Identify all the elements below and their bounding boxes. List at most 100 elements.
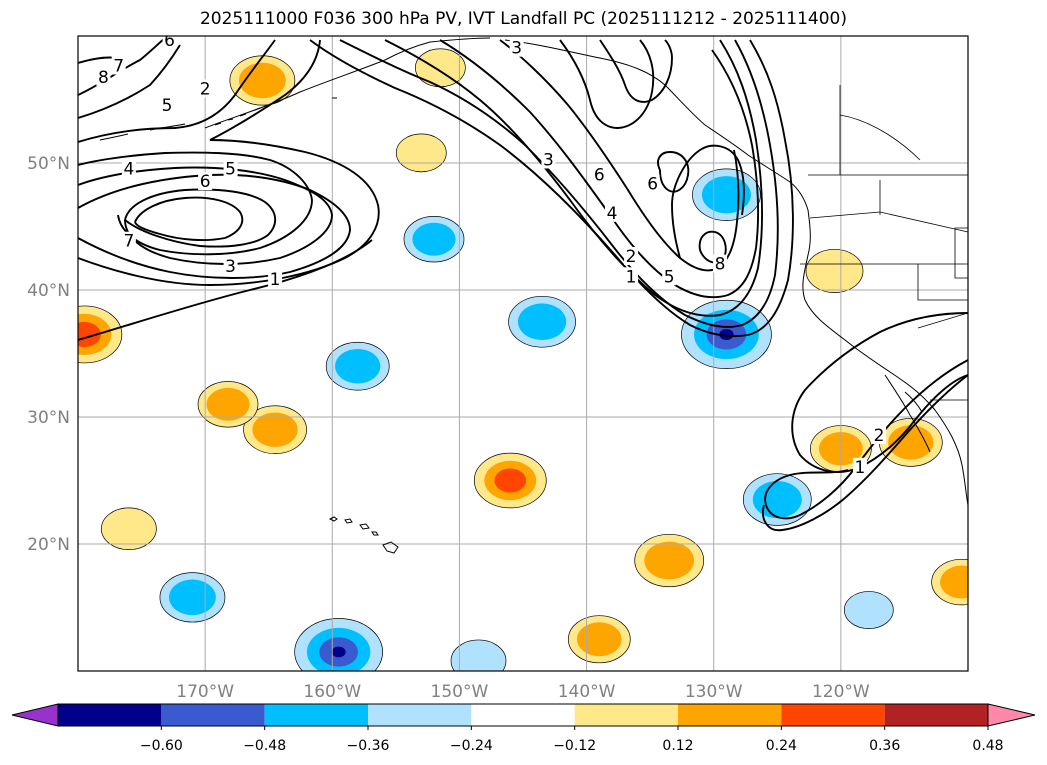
anomaly-blob [567, 615, 631, 664]
anomaly-level [395, 133, 447, 173]
anomaly-level [805, 248, 864, 293]
pv-contour-line [78, 39, 276, 143]
pv-contours [78, 37, 968, 532]
longitude-label: 160°W [303, 682, 361, 702]
contour-label-bg [160, 95, 174, 114]
pv-contour-line [78, 39, 380, 286]
anomaly-blob [931, 558, 968, 606]
contour-label-bg [645, 174, 660, 193]
colorbar-tick-label: 0.48 [972, 738, 1003, 754]
longitude-label: 130°W [685, 682, 743, 702]
contour-label-bg [223, 159, 238, 178]
pv-contour-line [698, 230, 727, 264]
anomaly-blob [473, 452, 547, 509]
contour-label: 5 [162, 96, 173, 116]
contour-label-bg [198, 172, 213, 191]
contour-label: 4 [123, 159, 134, 179]
contour-label: 1 [855, 458, 866, 478]
longitude-label: 150°W [431, 682, 489, 702]
anomaly-blob [415, 48, 466, 88]
alaska-coastline [99, 37, 809, 211]
contour-label-bg [605, 203, 619, 222]
contour-label: 3 [511, 39, 522, 59]
map-background [78, 36, 968, 671]
anomaly-blob [229, 55, 296, 106]
anomaly-level [331, 646, 346, 658]
anomaly-level [335, 348, 381, 384]
pv-contour-line [671, 144, 745, 259]
anomaly-blob [197, 381, 259, 428]
latitude-label: 30°N [27, 408, 70, 428]
colorbar-tick-label: 0.36 [869, 738, 900, 754]
chart-title: 2025111000 F036 300 hPa PV, IVT Landfall… [199, 9, 847, 29]
colorbar-bin [574, 704, 678, 726]
anomaly-level [252, 412, 298, 447]
aleutian-islands [214, 97, 337, 126]
anomaly-level [576, 622, 622, 657]
pv-contour-line [499, 39, 740, 272]
longitude-label: 170°W [176, 682, 234, 702]
pv-contour-line [78, 166, 333, 265]
contour-label: 6 [164, 31, 175, 51]
pv-contour-line [78, 239, 373, 341]
anomaly-blob [101, 507, 157, 551]
anomaly-blob [403, 216, 465, 263]
contour-label-bg [268, 269, 283, 288]
anomaly-level [644, 541, 695, 580]
anomaly-blob [78, 305, 123, 364]
colorbar-tick-label: 0.24 [766, 738, 797, 754]
anomaly-blob [395, 133, 447, 173]
anomaly-blob [634, 533, 705, 588]
anomaly-level [752, 480, 802, 519]
pv-contour-line [339, 39, 779, 328]
anomaly-blob [878, 418, 943, 467]
pv-contour-line [762, 374, 968, 532]
colorbar-bin [471, 704, 575, 726]
anomaly-level [450, 639, 507, 671]
contour-label-bg [121, 231, 136, 250]
contour-label-bg [223, 257, 238, 276]
anomaly-level [719, 328, 734, 340]
anomaly-level [206, 387, 250, 421]
anomaly-blob [294, 618, 383, 671]
colorbar: −0.60 −0.48 −0.36 −0.24 −0.12 0.12 0.24 0.36 0.4… [11, 703, 1036, 754]
anomaly-level [415, 48, 466, 88]
contour-label: 6 [200, 172, 211, 192]
anomaly-level [517, 303, 567, 341]
pv-contour-line [124, 188, 277, 248]
contour-label: 6 [594, 166, 605, 186]
latitude-label: 50°N [27, 154, 70, 174]
latitude-label: 40°N [27, 281, 70, 301]
contour-label-bg [624, 267, 639, 286]
colorbar-extend-low [11, 703, 59, 727]
anomaly-level [843, 591, 894, 630]
contour-label: 1 [270, 270, 281, 290]
colorbar-tick-label: −0.36 [347, 738, 390, 754]
contour-label-bg [96, 67, 111, 86]
colorbar-tick-label: 0.12 [662, 738, 693, 754]
contour-label: 2 [200, 79, 211, 99]
colorbar-tick-label: −0.24 [450, 738, 493, 754]
pv-contour-line [559, 39, 655, 129]
contour-label: 5 [225, 159, 236, 179]
baja-california [884, 374, 931, 453]
pv-contour-line [78, 151, 313, 256]
anomaly-level [888, 425, 934, 460]
colorbar-tick-label: −0.12 [553, 738, 596, 754]
colorbar-frame [57, 703, 989, 727]
map-frame [77, 35, 969, 672]
contour-label: 3 [543, 150, 554, 170]
colorbar-bin [678, 704, 782, 726]
colorbar-tick-label: −0.48 [243, 738, 286, 754]
contour-label: 1 [626, 267, 637, 287]
anomaly-level [494, 468, 527, 493]
pv-contour-line [439, 39, 760, 299]
colorbar-bin [368, 704, 472, 726]
pv-contour-line [78, 37, 166, 96]
contour-label: 4 [607, 204, 618, 224]
anomaly-level [940, 565, 968, 599]
pv-contour-line [384, 39, 763, 317]
longitude-label: 120°W [812, 682, 870, 702]
contour-label-bg [713, 254, 728, 273]
anomaly-blob [843, 591, 894, 630]
